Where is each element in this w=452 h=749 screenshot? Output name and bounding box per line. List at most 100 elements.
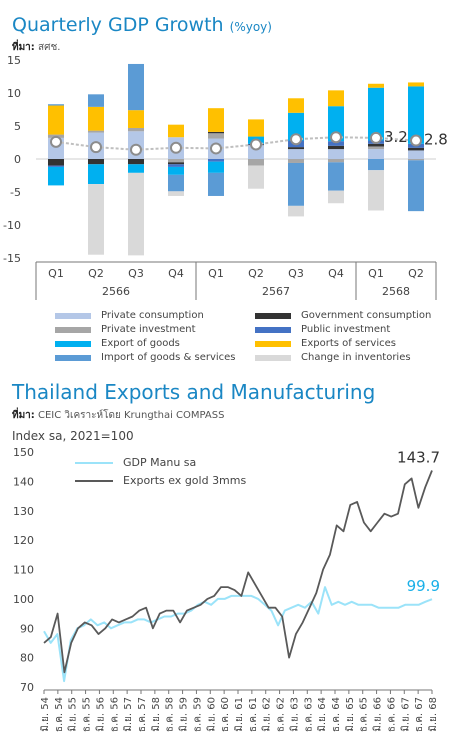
x-tick-label: ธ.ค. 66 bbox=[386, 697, 397, 732]
x-tick-label: Q1 bbox=[48, 267, 64, 280]
legend-label: Exports ex gold 3mms bbox=[123, 474, 247, 487]
bar-segment bbox=[288, 112, 304, 141]
bar-segment bbox=[168, 191, 184, 196]
legend-swatch bbox=[55, 312, 91, 319]
x-tick-label: มิ.ย. 63 bbox=[289, 697, 300, 732]
x-tick-label: มิ.ย. 58 bbox=[151, 697, 162, 732]
legend-swatch bbox=[255, 340, 291, 347]
bar-segment bbox=[368, 159, 384, 171]
y-tick-label: 80 bbox=[20, 652, 34, 665]
gdp-line bbox=[55, 136, 417, 151]
y-tick-label: 0 bbox=[14, 153, 21, 166]
legend-swatch bbox=[255, 326, 291, 333]
bar-segment bbox=[248, 119, 264, 137]
gdp-growth-chart: -15 -10 -5 0 5 10 15 3.2 2.8 Q1 Q2 Q3 Q4 Q1 Q2 Q3 Q4 Q1 Q2… bbox=[3, 54, 448, 300]
legend-item: Import of goods & services bbox=[55, 352, 236, 363]
bar-segment bbox=[128, 172, 144, 256]
y-tick-label: 130 bbox=[13, 505, 34, 518]
legend-swatch bbox=[255, 354, 291, 361]
legend-item: Change in inventories bbox=[255, 352, 411, 363]
bar-segment bbox=[368, 87, 384, 141]
legend-line-swatch bbox=[75, 479, 113, 482]
bar-segment bbox=[168, 166, 184, 175]
x-tick-label: Q2 bbox=[248, 267, 264, 280]
x-tick-label: Q2 bbox=[88, 267, 104, 280]
x-group-label: 2566 bbox=[102, 285, 130, 298]
bar-segment bbox=[328, 90, 344, 107]
legend-item: Exports ex gold 3mms bbox=[75, 474, 246, 487]
end-value-label: 143.7 bbox=[397, 449, 440, 467]
legend-label: Private investment bbox=[101, 324, 196, 335]
bar-segment bbox=[128, 110, 144, 128]
x-tick-label: มิ.ย. 68 bbox=[428, 697, 439, 732]
bar-segment bbox=[128, 159, 144, 165]
legend-label: Import of goods & services bbox=[101, 352, 236, 363]
gdp-point bbox=[250, 138, 262, 151]
y-tick-label: 150 bbox=[13, 446, 34, 459]
bar-segment bbox=[208, 161, 224, 173]
chart1-source: ที่มา: สศช. bbox=[12, 42, 61, 53]
x-tick-label: Q3 bbox=[128, 267, 144, 280]
legend-item: Exports of services bbox=[255, 338, 396, 349]
legend-item: GDP Manu sa bbox=[75, 456, 196, 469]
bar-segment bbox=[408, 159, 424, 161]
bar-segment bbox=[328, 106, 344, 142]
legend-item: Private investment bbox=[55, 324, 196, 335]
bar-segment bbox=[368, 143, 384, 147]
bar-segment bbox=[208, 159, 224, 162]
x-group-label: 2567 bbox=[262, 285, 290, 298]
legend-label: Public investment bbox=[301, 324, 391, 335]
y-tick-label: -10 bbox=[3, 219, 21, 232]
bar-segment bbox=[368, 170, 384, 211]
x-tick-label: มิ.ย. 62 bbox=[262, 697, 273, 732]
x-tick-label: Q4 bbox=[168, 267, 184, 280]
x-tick-label: ธ.ค. 55 bbox=[82, 697, 93, 732]
bar-segment bbox=[208, 131, 224, 134]
chart2-ylabel: Index sa, 2021=100 bbox=[12, 429, 134, 443]
gdp-data-label: 3.2 bbox=[384, 128, 408, 146]
legend-swatch bbox=[55, 354, 91, 361]
x-tick-label: Q4 bbox=[328, 267, 344, 280]
x-tick-label: ธ.ค. 62 bbox=[276, 697, 287, 732]
legend-swatch bbox=[255, 312, 291, 319]
x-tick-label: มิ.ย. 59 bbox=[179, 697, 190, 732]
bar-segment bbox=[48, 159, 64, 166]
bar-segment bbox=[368, 149, 384, 159]
legend-item: Private consumption bbox=[55, 310, 204, 321]
gdp-point bbox=[290, 133, 302, 146]
bar-segment bbox=[88, 159, 104, 165]
x-group-label: 2568 bbox=[382, 285, 410, 298]
bar-segment bbox=[408, 150, 424, 159]
gdp-data-label: 2.8 bbox=[424, 131, 448, 149]
bar-segment bbox=[208, 172, 224, 196]
y-tick-label: 10 bbox=[7, 87, 21, 100]
chart1-title-unit: (%yoy) bbox=[229, 20, 272, 34]
x-tick-label: Q3 bbox=[288, 267, 304, 280]
bar-segment bbox=[48, 105, 64, 135]
gdp-point bbox=[410, 134, 422, 147]
legend-item: Export of goods bbox=[55, 338, 180, 349]
bar-segment bbox=[168, 162, 184, 165]
x-tick-label: มิ.ย. 57 bbox=[123, 697, 134, 732]
legend-line-swatch bbox=[75, 461, 113, 464]
x-tick-label: Q2 bbox=[408, 267, 424, 280]
end-value-label: 99.9 bbox=[407, 577, 440, 595]
bar-segment bbox=[128, 127, 144, 132]
x-tick-label: มิ.ย. 66 bbox=[373, 697, 384, 732]
bar-segment bbox=[328, 145, 344, 150]
bar-segment bbox=[408, 82, 424, 87]
x-tick-label: มิ.ย. 61 bbox=[234, 697, 245, 732]
bar-segment bbox=[88, 94, 104, 107]
x-tick-label: ธ.ค. 61 bbox=[248, 697, 259, 732]
bar-segment bbox=[368, 146, 384, 150]
gdp-point bbox=[90, 141, 102, 154]
x-tick-label: มิ.ย. 64 bbox=[317, 697, 328, 732]
bar-segment bbox=[288, 149, 304, 159]
y-tick-label: -5 bbox=[10, 186, 21, 199]
gdp-point bbox=[50, 135, 62, 148]
bar-segment bbox=[328, 141, 344, 146]
y-tick-label: 100 bbox=[13, 593, 34, 606]
bar-segment bbox=[208, 133, 224, 139]
x-tick-label: ธ.ค. 57 bbox=[137, 697, 148, 732]
legend-swatch bbox=[55, 340, 91, 347]
